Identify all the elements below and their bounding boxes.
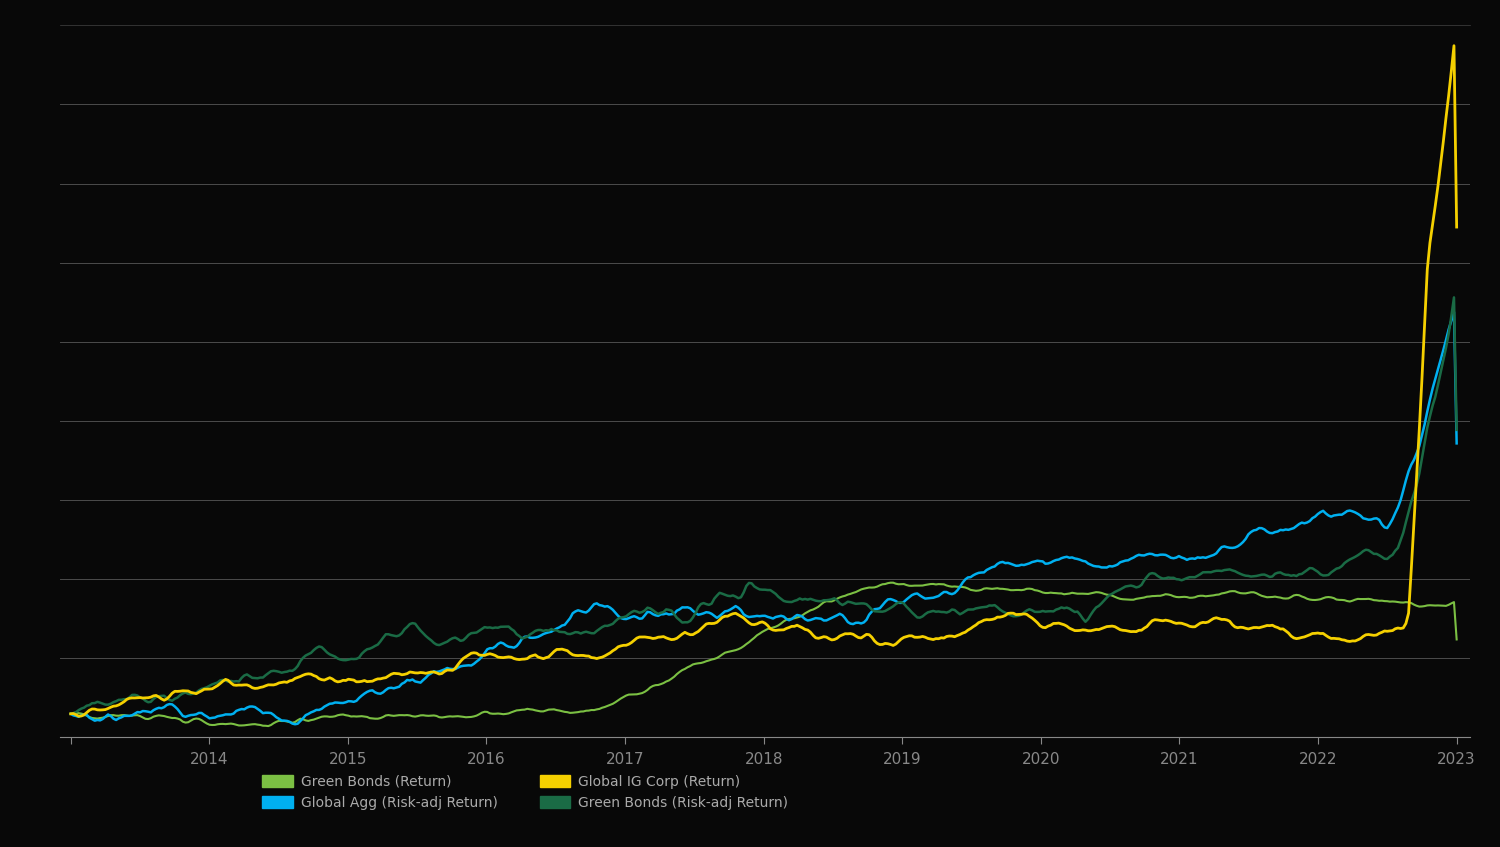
Legend: Green Bonds (Return), Global Agg (Risk-adj Return), Global IG Corp (Return), Gre: Green Bonds (Return), Global Agg (Risk-a… [256,769,794,816]
